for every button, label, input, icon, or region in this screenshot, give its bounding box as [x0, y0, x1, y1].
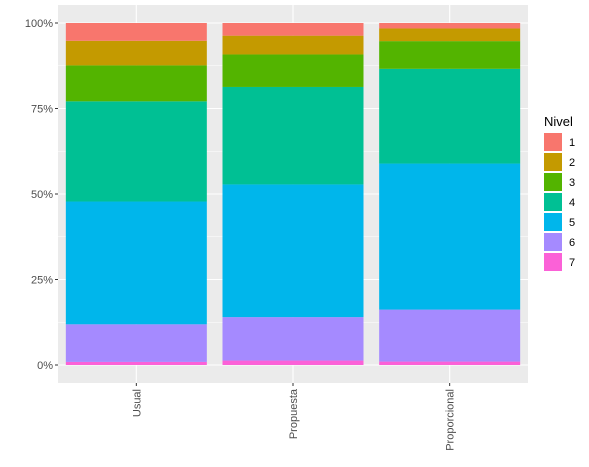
x-axis: Usual Propuesta Proporcional: [131, 383, 457, 451]
bar-segment-proporcional-nivel-2: [379, 28, 521, 42]
bar-segment-usual-nivel-6: [65, 324, 207, 362]
bars: [65, 23, 521, 365]
legend-key-7: [544, 253, 562, 271]
bar-segment-proporcional-nivel-7: [379, 361, 521, 365]
bar-segment-usual-nivel-2: [65, 40, 207, 66]
bar-segment-usual-nivel-7: [65, 361, 207, 365]
bar-segment-usual-nivel-3: [65, 65, 207, 102]
legend-label-3: 3: [569, 177, 575, 189]
y-tick-label: 50%: [31, 189, 53, 201]
bar-segment-usual-nivel-5: [65, 201, 207, 325]
bar-segment-propuesta-nivel-5: [222, 184, 364, 318]
legend-label-1: 1: [569, 137, 575, 149]
x-tick-label: Propuesta: [288, 388, 300, 439]
bar-segment-propuesta-nivel-6: [222, 317, 364, 361]
y-tick-label: 0%: [37, 360, 53, 372]
bar-segment-usual-nivel-4: [65, 101, 207, 202]
legend-key-1: [544, 133, 562, 151]
bar-segment-proporcional-nivel-1: [379, 23, 521, 29]
legend-key-5: [544, 213, 562, 231]
y-tick-label: 100%: [25, 18, 53, 30]
bar-segment-propuesta-nivel-4: [222, 86, 364, 185]
bar-segment-propuesta-nivel-1: [222, 23, 364, 36]
bar-segment-propuesta-nivel-3: [222, 54, 364, 87]
legend-label-2: 2: [569, 157, 575, 169]
legend: Nivel 1 2 3 4 5 6 7: [544, 114, 575, 271]
legend-key-4: [544, 193, 562, 211]
legend-label-7: 7: [569, 257, 575, 269]
bar-segment-proporcional-nivel-5: [379, 163, 521, 310]
bar-segment-proporcional-nivel-3: [379, 41, 521, 69]
legend-title: Nivel: [544, 114, 573, 129]
legend-label-5: 5: [569, 217, 575, 229]
bar-segment-usual-nivel-1: [65, 23, 207, 41]
legend-key-6: [544, 233, 562, 251]
bar-segment-propuesta-nivel-2: [222, 35, 364, 55]
y-tick-label: 75%: [31, 104, 53, 116]
x-tick-label: Usual: [131, 389, 143, 417]
bar-segment-proporcional-nivel-6: [379, 309, 521, 362]
bar-segment-propuesta-nivel-7: [222, 360, 364, 365]
legend-key-2: [544, 153, 562, 171]
y-tick-label: 25%: [31, 275, 53, 287]
legend-label-6: 6: [569, 237, 575, 249]
x-tick-label: Proporcional: [445, 389, 457, 451]
bar-segment-proporcional-nivel-4: [379, 68, 521, 164]
legend-key-3: [544, 173, 562, 191]
legend-label-4: 4: [569, 197, 575, 209]
y-axis: 0% 25% 50% 75% 100%: [25, 18, 58, 372]
